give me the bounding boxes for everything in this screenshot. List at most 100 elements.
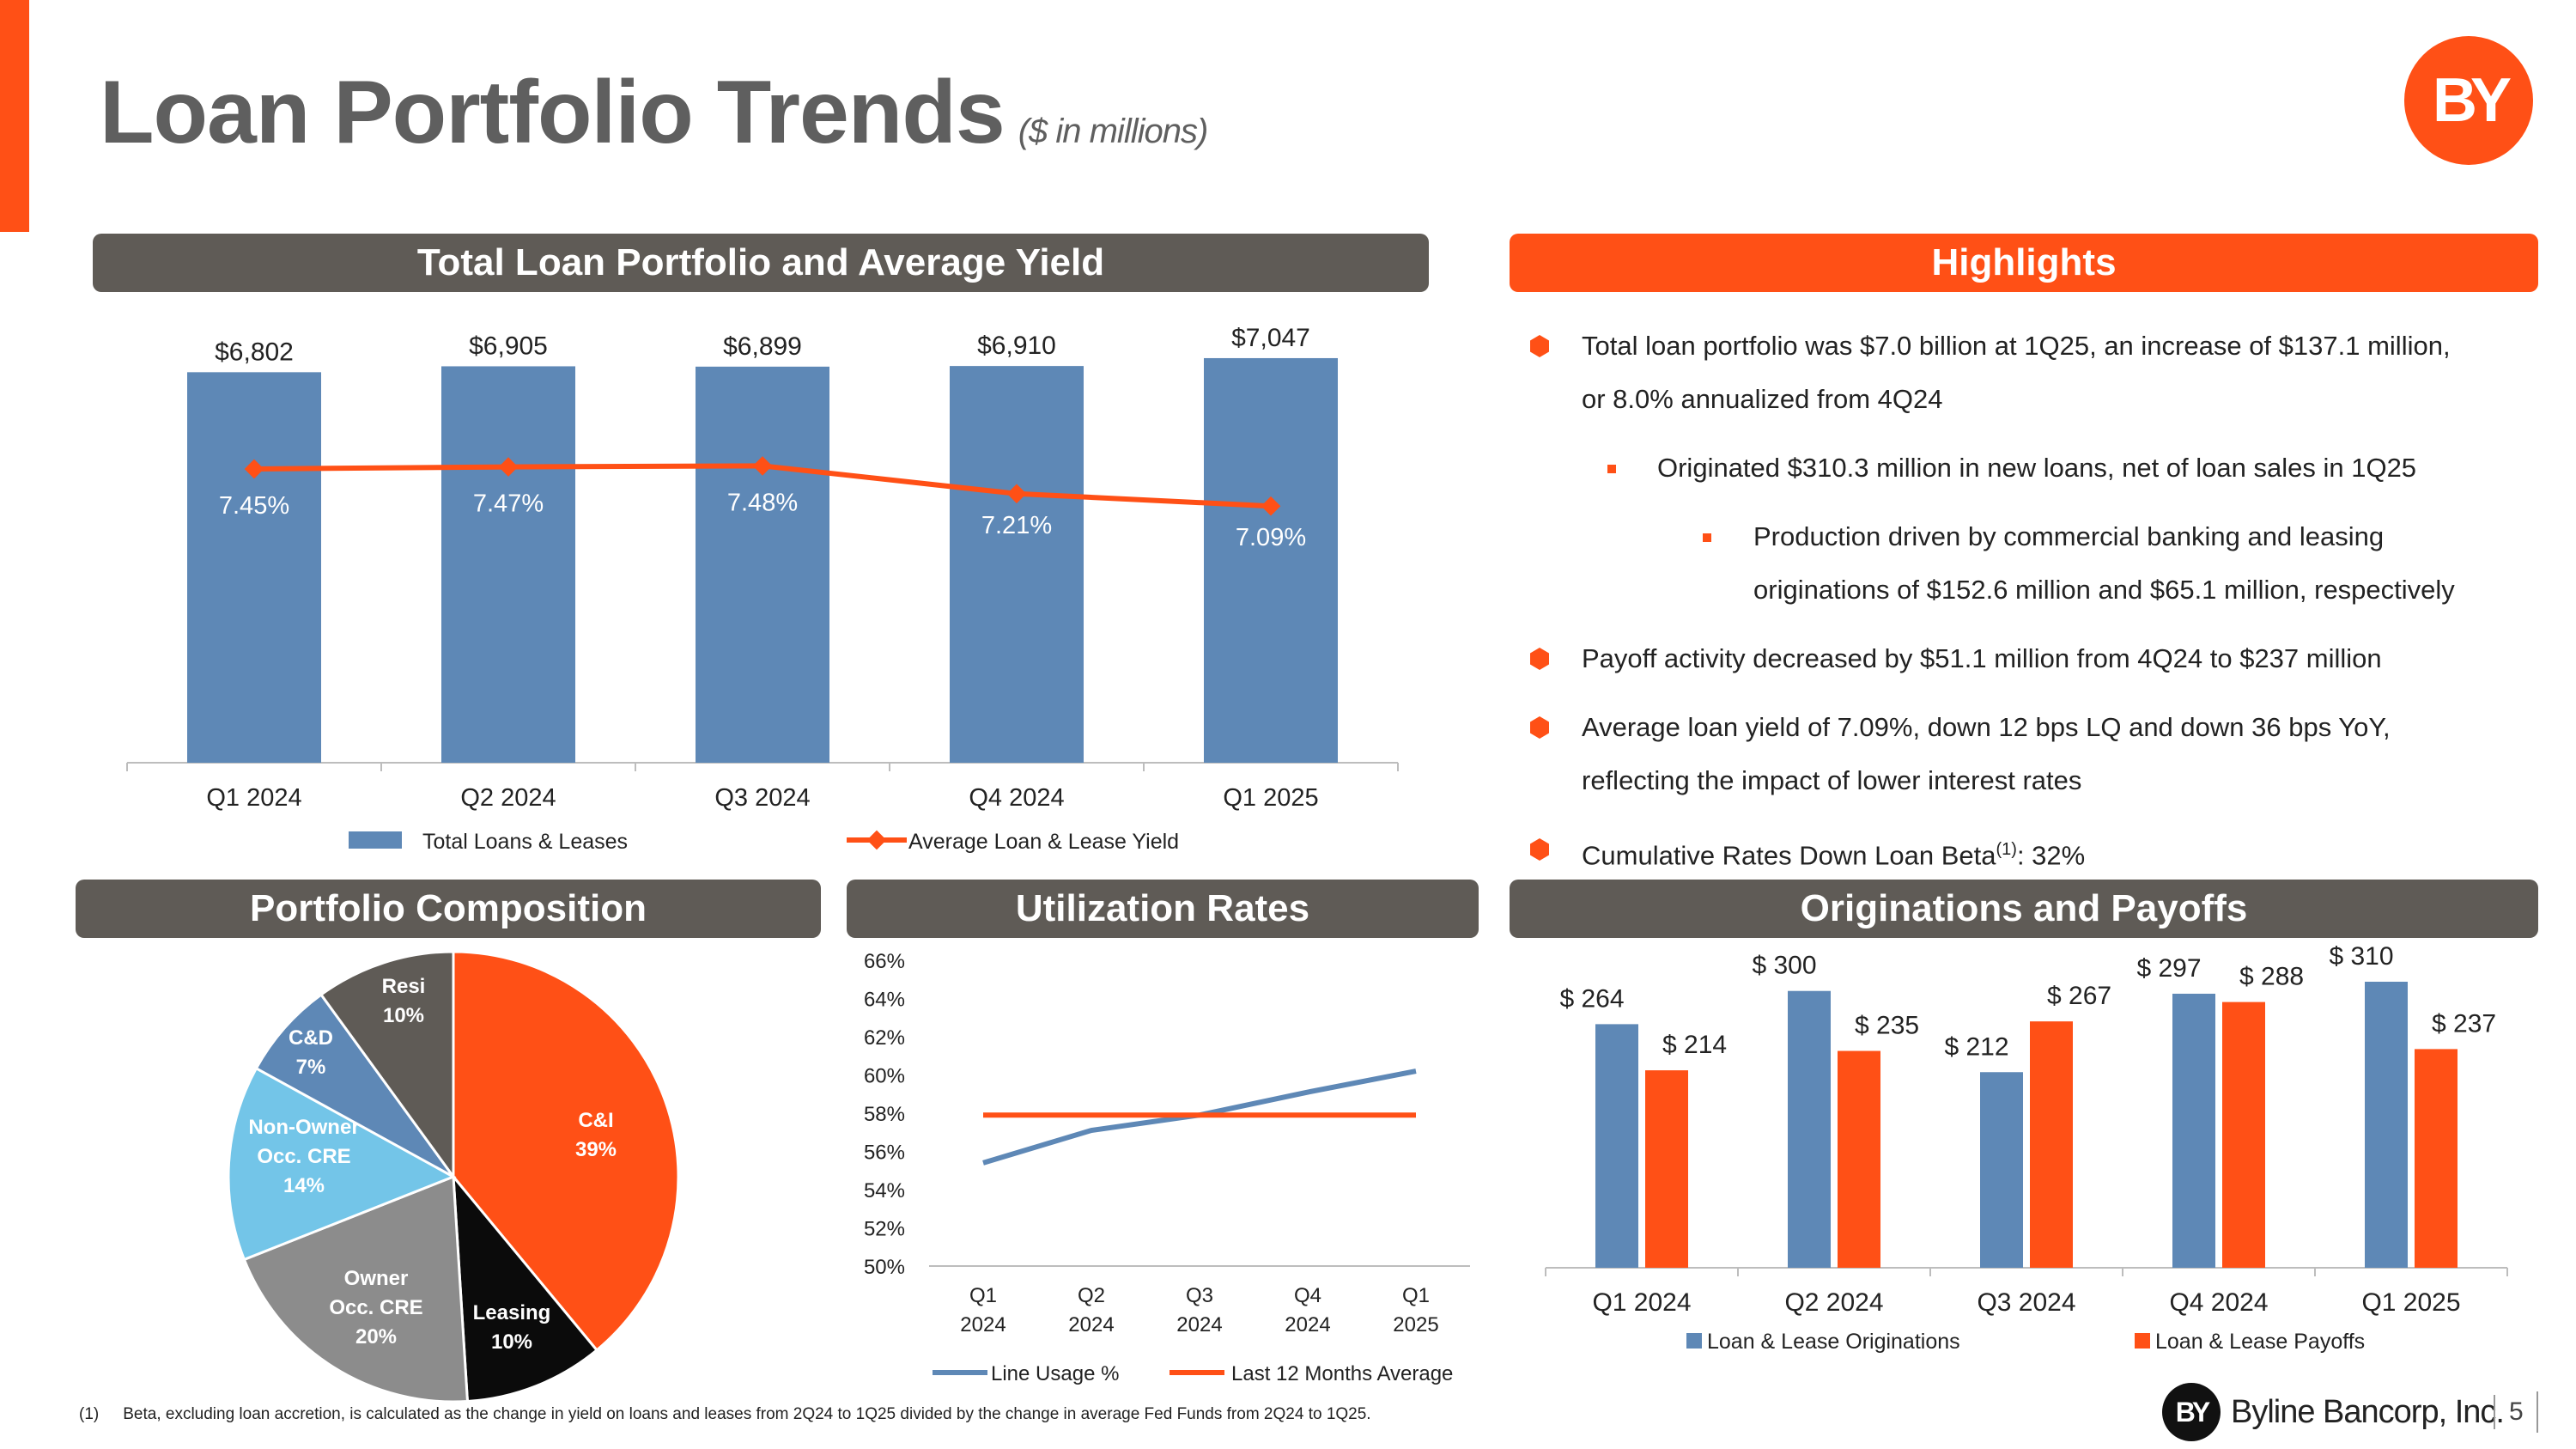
pie-slice-c-d (254, 992, 455, 1178)
yield-value-label: 7.09% (1236, 524, 1306, 551)
originations-value-label: $ 264 (1559, 984, 1624, 1013)
highlight-payoff: Payoff activity decreased by $51.1 milli… (1520, 632, 2533, 685)
yield-marker (244, 459, 264, 479)
highlight-originated: Originated $310.3 million in new loans, … (1520, 441, 2533, 495)
highlight-total-portfolio: Total loan portfolio was $7.0 billion at… (1520, 320, 2533, 426)
pie-label-line: Leasing (473, 1301, 551, 1324)
x-tick-label-quarter: Q2 (1078, 1284, 1105, 1307)
pie-label-line: C&I (578, 1109, 613, 1132)
page-title-text: Loan Portfolio Trends (100, 63, 1005, 162)
y-tick-label: 66% (864, 950, 905, 973)
y-tick-label: 50% (864, 1256, 905, 1279)
y-tick-label: 54% (864, 1179, 905, 1202)
highlight-beta-text: Cumulative Rates Down Loan Beta (1582, 840, 1996, 871)
pie-slice-c-i (452, 950, 680, 1352)
x-tick-label-year: 2024 (960, 1313, 1005, 1336)
bar-payoffs (1645, 1070, 1688, 1268)
x-tick-label: Q2 2024 (1784, 1288, 1883, 1317)
x-tick-label-quarter: Q3 (1186, 1284, 1213, 1307)
payoffs-value-label: $ 235 (1855, 1012, 1919, 1040)
originations-value-label: $ 310 (2329, 942, 2393, 971)
originations-value-label: $ 212 (1944, 1032, 2008, 1061)
x-tick-label: Q1 2024 (206, 784, 301, 812)
x-tick-label: Q1 2024 (1592, 1288, 1691, 1317)
yield-value-label: 7.48% (727, 489, 798, 516)
bar-payoffs (2415, 1049, 2458, 1268)
x-tick-label-year: 2024 (1285, 1313, 1330, 1336)
x-tick-label: Q4 2024 (2169, 1288, 2268, 1317)
legend-label-payoffs: Loan & Lease Payoffs (2155, 1330, 2365, 1354)
bar-total-loans (950, 366, 1084, 763)
section-header-total-loans: Total Loan Portfolio and Average Yield (93, 234, 1429, 292)
x-tick-label-quarter: Q1 (969, 1284, 997, 1307)
pie-label-line: 10% (383, 1004, 424, 1027)
bar-total-loans (696, 366, 829, 763)
page-subtitle: ($ in millions) (1018, 113, 1209, 150)
brand-logo: BY Byline Bancorp, Inc. (2162, 1383, 2505, 1441)
x-tick-label: Q1 2025 (1223, 784, 1318, 812)
page-number: 5 (2494, 1395, 2524, 1429)
pie-label-line: Owner (344, 1267, 409, 1290)
highlight-yield: Average loan yield of 7.09%, down 12 bps… (1520, 701, 2533, 807)
pie-label-line: Non-Owner (248, 1116, 359, 1139)
pie-label: C&I 39% (575, 1109, 617, 1161)
legend-label-originations: Loan & Lease Originations (1707, 1330, 1960, 1354)
x-tick-label: Q1 2025 (2361, 1288, 2460, 1317)
y-tick-label: 62% (864, 1026, 905, 1050)
byline-logo: BY (2404, 36, 2533, 165)
bar-originations (2172, 993, 2215, 1268)
accent-bar (0, 0, 29, 232)
originations-value-label: $ 297 (2136, 954, 2201, 983)
legend-swatch-loans (349, 831, 402, 849)
pie-label-line: 14% (283, 1174, 325, 1197)
originations-value-label: $ 300 (1752, 952, 1816, 980)
bar-value-label: $6,905 (469, 332, 548, 360)
highlight-beta-value: : 32% (2016, 840, 2086, 871)
pie-slice-non-owner-occ-cre (227, 1066, 457, 1262)
yield-value-label: 7.45% (219, 492, 289, 520)
x-tick-label: Q2 2024 (460, 784, 556, 812)
x-tick-label-year: 2025 (1393, 1313, 1438, 1336)
legend-swatch-payoffs (2135, 1333, 2150, 1349)
yield-marker (1261, 496, 1281, 516)
bar-payoffs (2222, 1002, 2265, 1268)
section-header-utilization: Utilization Rates (847, 880, 1479, 938)
highlight-beta-footnote-ref: (1) (1996, 840, 2017, 859)
pie-slice-owner-occ-cre (242, 1174, 470, 1403)
y-tick-label: 52% (864, 1218, 905, 1241)
highlight-total-portfolio-line2: or 8.0% annualized from 4Q24 (1582, 384, 1943, 414)
bar-originations (2365, 981, 2408, 1268)
yield-value-label: 7.21% (981, 512, 1052, 539)
x-tick-label-year: 2024 (1068, 1313, 1114, 1336)
legend-label-usage: Line Usage % (991, 1362, 1119, 1385)
legend-label-yield: Average Loan & Lease Yield (908, 830, 1179, 854)
pie-label: C&D 7% (289, 1026, 333, 1079)
y-tick-label: 64% (864, 989, 905, 1012)
footnote-number: (1) (79, 1405, 100, 1423)
bar-total-loans (187, 372, 321, 763)
y-tick-label: 60% (864, 1065, 905, 1088)
highlight-beta: Cumulative Rates Down Loan Beta(1): 32% (1520, 823, 2533, 882)
highlight-production: Production driven by commercial banking … (1520, 510, 2533, 617)
pie-label: Leasing 10% (473, 1301, 551, 1354)
pie-label-line: 7% (296, 1056, 326, 1079)
brand-name: Byline Bancorp, Inc. (2231, 1393, 2505, 1430)
pie-slice-resi (319, 950, 455, 1181)
pie-label-line: 10% (491, 1330, 532, 1354)
pie-label: Non-Owner Occ. CRE 14% (248, 1116, 359, 1197)
legend-label-average: Last 12 Months Average (1231, 1362, 1453, 1385)
y-tick-label: 56% (864, 1142, 905, 1165)
x-tick-label-year: 2024 (1176, 1313, 1222, 1336)
pie-label: Owner Occ. CRE 20% (329, 1267, 422, 1349)
highlights-list: Total loan portfolio was $7.0 billion at… (1520, 320, 2533, 882)
payoffs-value-label: $ 237 (2432, 1009, 2496, 1038)
x-tick-label-quarter: Q4 (1294, 1284, 1321, 1307)
highlight-production-line1: Production driven by commercial banking … (1753, 521, 2385, 551)
yield-marker (752, 456, 773, 476)
bar-originations (1788, 990, 1831, 1268)
yield-marker (1006, 484, 1027, 504)
